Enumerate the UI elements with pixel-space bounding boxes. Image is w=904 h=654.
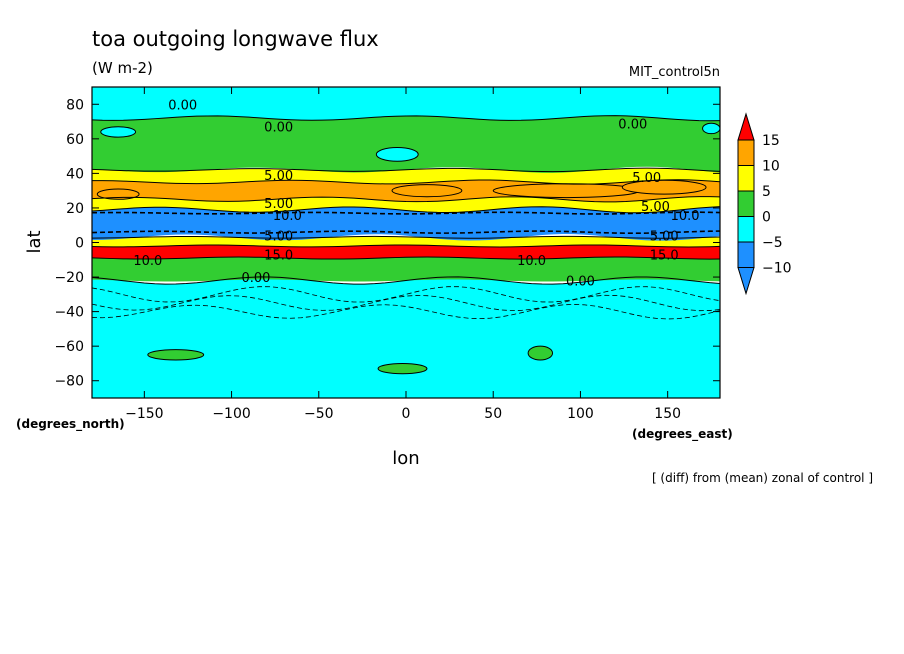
x-unit-label: (degrees_east)	[632, 427, 733, 442]
colorbar: −10 −5 0 5 10 15	[737, 112, 792, 296]
y-tick-label: 60	[66, 132, 84, 148]
chart-title: toa outgoing longwave flux	[92, 27, 379, 51]
x-tick-label: 100	[567, 406, 594, 422]
x-tick-label: 150	[654, 406, 681, 422]
colorbar-tick-label: 10	[762, 159, 780, 175]
dashed-contour	[92, 294, 720, 312]
contour-label: 10.0	[273, 209, 302, 224]
y-axis-label: lat	[24, 230, 45, 253]
contour-lines	[92, 115, 720, 320]
contour-label: 0.00	[566, 275, 595, 290]
colorbar-tick-label: 15	[762, 133, 780, 149]
contour-label: 10.0	[671, 209, 700, 224]
y-tick-label: 20	[66, 201, 84, 217]
contour-patch	[96, 188, 140, 200]
contour-label: 15.0	[650, 249, 679, 264]
color-band	[92, 206, 720, 241]
contour-label: 5.00	[641, 200, 670, 215]
y-tick-label: 0	[75, 236, 84, 252]
contour-label: 15.0	[264, 249, 293, 264]
contour-label: 5.00	[264, 169, 293, 184]
dashed-contour	[92, 303, 720, 320]
color-band	[92, 87, 720, 121]
colorbar-segment	[737, 241, 755, 268]
contour-line	[92, 256, 720, 260]
y-tick-label: −60	[54, 339, 84, 355]
contour-label: 0.00	[618, 117, 647, 132]
contour-patch	[375, 146, 419, 162]
contour-label: 10.0	[517, 254, 546, 269]
contour-label: 5.00	[650, 230, 679, 245]
y-tick-label: 80	[66, 97, 84, 113]
contour-label: 5.00	[632, 171, 661, 186]
contour-label: 5.00	[264, 230, 293, 245]
dashed-contour	[92, 230, 720, 235]
color-band	[92, 236, 720, 247]
dashed-contour	[92, 286, 720, 303]
x-tick-label: −100	[212, 406, 250, 422]
contour-line	[92, 235, 720, 239]
contour-label: 10.0	[133, 254, 162, 269]
contour-label: 0.00	[242, 271, 271, 286]
y-axis-ticks: −80 −60 −40 −20 0 20 40 60 80	[54, 97, 720, 390]
x-axis-label: lon	[392, 448, 419, 469]
colorbar-tick-label: 0	[762, 210, 771, 226]
colorbar-bottom-arrow	[737, 267, 755, 296]
contour-label: 5.00	[264, 197, 293, 212]
colorbar-segment	[737, 165, 755, 192]
contour-patch	[100, 126, 137, 138]
contour-patch	[391, 184, 463, 198]
colorbar-top-arrow	[737, 112, 755, 141]
chart-units: (W m-2)	[92, 59, 153, 77]
color-band	[92, 244, 720, 260]
contour-label: 0.00	[168, 98, 197, 113]
contour-patch	[377, 362, 428, 375]
x-axis-ticks: −150 −100 −50 0 50 100 150	[125, 87, 681, 422]
contour-line	[92, 206, 720, 214]
y-tick-label: 40	[66, 166, 84, 182]
dashed-contour	[92, 211, 720, 215]
contour-line	[92, 196, 720, 203]
contour-patch	[702, 122, 720, 135]
colorbar-segment	[737, 190, 755, 217]
contour-line	[92, 115, 720, 122]
color-band	[92, 257, 720, 282]
contour-patches	[96, 122, 720, 375]
contour-line	[92, 179, 720, 185]
y-unit-label: (degrees_north)	[16, 417, 125, 432]
x-tick-label: −150	[125, 406, 163, 422]
contour-line	[92, 167, 720, 173]
contour-patch	[147, 349, 205, 361]
contour-label: 0.00	[264, 121, 293, 136]
y-tick-label: −20	[54, 270, 84, 286]
diff-note: [ (diff) from (mean) zonal of control ]	[652, 471, 873, 485]
colorbar-segment	[737, 216, 755, 243]
colorbar-tick-label: −10	[762, 261, 792, 277]
x-tick-label: −50	[304, 406, 334, 422]
color-band	[92, 276, 720, 398]
x-tick-label: 0	[402, 406, 411, 422]
contour-line	[92, 244, 720, 248]
dataset-label: MIT_control5n	[629, 65, 720, 80]
contour-patch	[492, 183, 641, 199]
x-tick-label: 50	[484, 406, 502, 422]
y-tick-label: −40	[54, 305, 84, 321]
contour-line	[92, 276, 720, 285]
color-band	[92, 115, 720, 173]
colorbar-tick-label: −5	[762, 235, 783, 251]
y-tick-label: −80	[54, 374, 84, 390]
contour-patch	[527, 345, 554, 361]
color-band	[92, 196, 720, 213]
colorbar-segment	[737, 139, 755, 166]
colorbar-tick-label: 5	[762, 184, 771, 200]
